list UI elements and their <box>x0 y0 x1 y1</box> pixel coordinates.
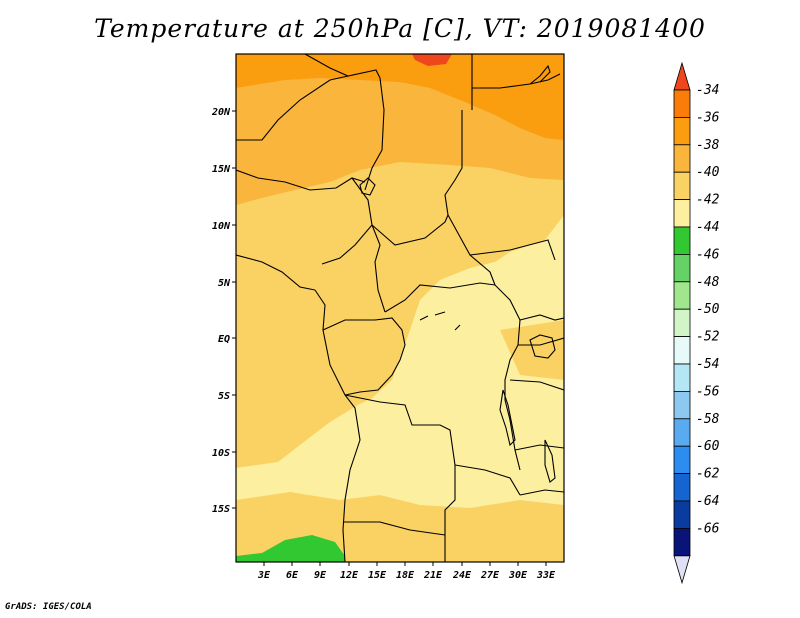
colorbar-label: -62 <box>696 467 720 482</box>
lat-labels: 20N 15N 10N 5N EQ 5S 10S 15S <box>211 107 231 515</box>
colorbar-label: -64 <box>696 494 719 509</box>
colorbar-label: -42 <box>696 193 720 208</box>
country-borders <box>236 54 564 562</box>
lon-label: 27E <box>480 570 500 581</box>
colorbar-swatch <box>673 418 691 447</box>
colorbar-swatch <box>673 363 691 392</box>
congo-river-dashes <box>419 311 461 331</box>
lon-label: 12E <box>340 570 359 581</box>
drc-east-border <box>494 284 521 471</box>
lat-label: 10S <box>212 448 230 459</box>
colorbar-swatch <box>673 308 691 338</box>
lon-label: 18E <box>396 570 415 581</box>
colorbar-labels: -34 -36 -38 -40 -42 -44 -46 -48 -50 -52 -54 -56 -58 -… <box>696 83 720 536</box>
map-frame <box>235 53 565 563</box>
colorbar-label: -52 <box>696 330 720 345</box>
lon-label: 21E <box>423 570 443 581</box>
colorbar <box>673 61 691 585</box>
colorbar-label: -34 <box>696 83 719 98</box>
field-patch-40-42-east <box>500 320 564 380</box>
lon-label: 15E <box>368 570 387 581</box>
south-sudan-border <box>469 239 556 261</box>
lon-label: 24E <box>452 570 472 581</box>
car-south-border <box>384 282 496 313</box>
field-patch-34-36 <box>412 54 452 66</box>
angola-east-border <box>454 464 521 496</box>
lake-tanganyika <box>499 389 516 447</box>
field-patch-44-46 <box>236 535 345 562</box>
lat-ticks <box>232 110 236 509</box>
lon-label: 3E <box>257 570 271 581</box>
gabon-congo-border <box>322 317 406 396</box>
temperature-field <box>236 54 564 562</box>
colorbar-swatch <box>673 171 691 200</box>
lat-label: 15N <box>212 164 231 175</box>
sudan-egypt-border <box>444 110 463 216</box>
lon-ticks <box>263 562 547 566</box>
lon-label: 6E <box>286 570 299 581</box>
zambia-border <box>444 465 456 562</box>
lat-label: 5N <box>218 278 231 289</box>
colorbar-label: -46 <box>696 247 720 262</box>
colorbar-label: -40 <box>696 165 720 180</box>
colorbar-swatch <box>673 500 691 529</box>
colorbar-swatch <box>673 89 691 118</box>
colorbar-label: -44 <box>696 220 719 235</box>
east-africa-borders <box>509 314 564 496</box>
lat-label: EQ <box>218 334 230 345</box>
colorbar-swatch <box>673 144 691 173</box>
colorbar-label: -56 <box>696 384 720 399</box>
colorbar-label: -50 <box>696 302 720 317</box>
colorbar-swatch <box>673 473 691 502</box>
colorbar-label: -58 <box>696 412 720 427</box>
lake-malawi <box>544 439 556 483</box>
lat-label: 5S <box>218 391 230 402</box>
colorbar-label: -60 <box>696 439 720 454</box>
lat-label: 20N <box>211 107 231 118</box>
colorbar-swatch <box>673 528 691 557</box>
nigeria-cameroon-border <box>321 177 373 265</box>
lon-label: 9E <box>314 570 327 581</box>
colorbar-swatch <box>673 390 691 420</box>
car-sudan-border <box>371 213 496 286</box>
field-band-36-38 <box>236 54 564 140</box>
colorbar-swatch <box>673 199 691 228</box>
lat-label: 10N <box>212 221 231 232</box>
west-africa-coast <box>236 254 316 291</box>
lon-label: 33E <box>536 570 556 581</box>
lat-label: 15S <box>212 504 230 515</box>
grads-credit: GrADS: IGES/COLA <box>5 602 92 612</box>
namibia-border <box>343 521 446 536</box>
colorbar-swatch <box>673 226 691 255</box>
colorbar-swatch <box>673 336 691 365</box>
colorbar-swatch <box>673 117 691 146</box>
colorbar-label: -54 <box>696 357 719 372</box>
drc-west-border <box>344 394 456 466</box>
colorbar-label: -36 <box>696 110 720 125</box>
chart-title: Temperature at 250hPa [C], VT: 201908140… <box>94 14 706 43</box>
colorbar-arrow-top <box>673 61 691 91</box>
niger-chad-border <box>236 75 349 141</box>
sinai-coast <box>529 64 551 85</box>
colorbar-swatch <box>673 281 691 310</box>
colorbar-label: -66 <box>696 521 720 536</box>
colorbar-label: -38 <box>696 138 720 153</box>
chad-sudan-border <box>364 77 385 191</box>
gulf-of-guinea-coast <box>314 289 361 562</box>
lon-labels: 3E 6E 9E 12E 15E 18E 21E 24E 27E 30E 33E <box>257 570 556 581</box>
lon-label: 30E <box>508 570 528 581</box>
colorbar-arrow-bottom <box>673 555 691 585</box>
colorbar-swatch <box>673 253 691 283</box>
lake-victoria <box>529 334 556 359</box>
lake-chad <box>359 177 376 196</box>
colorbar-label: -48 <box>696 275 720 290</box>
cameroon-car-border <box>371 224 386 313</box>
colorbar-swatch <box>673 445 691 475</box>
